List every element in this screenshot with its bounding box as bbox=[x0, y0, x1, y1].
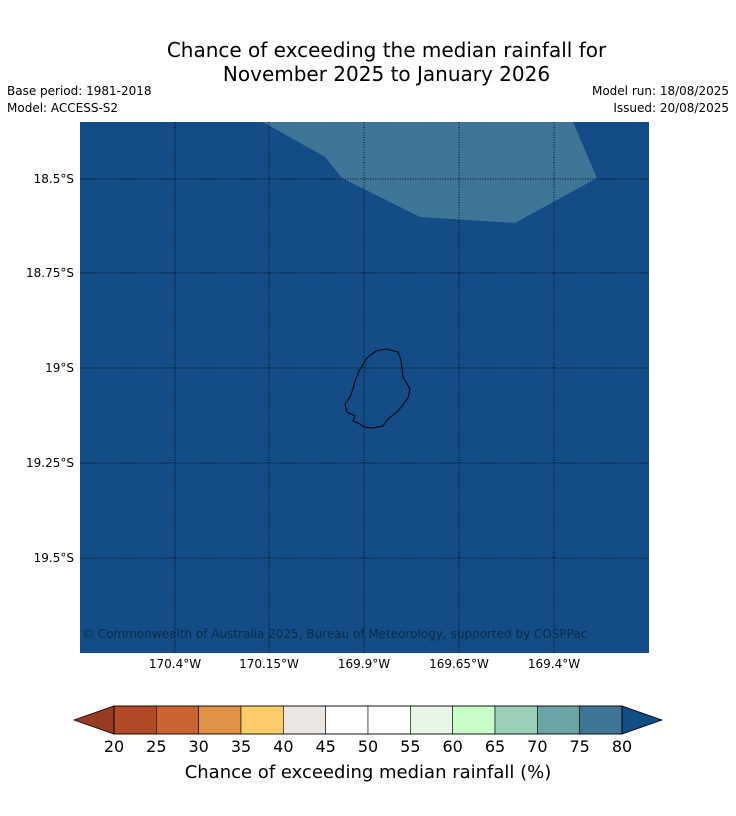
lon-label: 169.4°W bbox=[527, 657, 581, 671]
colorbar-box bbox=[156, 705, 199, 735]
island-coastline bbox=[344, 348, 411, 429]
colorbar-box bbox=[283, 705, 326, 735]
lon-label: 169.9°W bbox=[337, 657, 391, 671]
lon-label: 170.15°W bbox=[239, 657, 299, 671]
colorbar-box bbox=[410, 705, 453, 735]
map-canvas bbox=[80, 122, 649, 653]
colorbar-outline bbox=[113, 705, 623, 735]
model-run-text: Model run: 18/08/2025 bbox=[591, 84, 729, 98]
map-title: Chance of exceeding the median rainfall … bbox=[0, 38, 736, 86]
lon-label: 170.4°W bbox=[148, 657, 202, 671]
meta-left: Base period: 1981-2018 Model: ACCESS-S2 bbox=[7, 83, 152, 117]
lon-label: 169.65°W bbox=[429, 657, 489, 671]
issued-text: Issued: 20/08/2025 bbox=[613, 101, 729, 115]
colorbar-tick-label: 25 bbox=[146, 737, 167, 756]
title-line-2: November 2025 to January 2026 bbox=[222, 62, 551, 86]
colorbar-box bbox=[579, 705, 623, 735]
colorbar-tick-label: 55 bbox=[400, 737, 421, 756]
colorbar-tick-label: 30 bbox=[188, 737, 209, 756]
lat-label: 18.75°S bbox=[26, 266, 74, 280]
colorbar-tick-label: 75 bbox=[569, 737, 590, 756]
meta-right: Model run: 18/08/2025 Issued: 20/08/2025 bbox=[592, 83, 729, 117]
colorbar-box bbox=[240, 705, 284, 735]
colorbar-under-arrow bbox=[72, 705, 115, 735]
lat-label: 19°S bbox=[45, 361, 74, 375]
lat-label: 18.5°S bbox=[33, 172, 74, 186]
colorbar-box bbox=[367, 705, 411, 735]
colorbar-tick-label: 35 bbox=[230, 737, 252, 756]
colorbar-box bbox=[494, 705, 538, 735]
probability-patch-75-80 bbox=[263, 122, 597, 223]
colorbar-box bbox=[537, 705, 580, 735]
colorbar-tick-label: 20 bbox=[103, 737, 125, 756]
lat-label: 19.5°S bbox=[33, 551, 74, 565]
colorbar-tick-label: 60 bbox=[442, 737, 463, 756]
colorbar-tick-label: 80 bbox=[611, 737, 633, 756]
colorbar-tick-label: 70 bbox=[527, 737, 548, 756]
colorbar-box bbox=[198, 705, 242, 735]
colorbar-tick-label: 45 bbox=[315, 737, 336, 756]
map-panel[interactable]: © Commonwealth of Australia 2025, Bureau… bbox=[80, 122, 649, 653]
colorbar-box bbox=[452, 705, 496, 735]
title-line-1: Chance of exceeding the median rainfall … bbox=[166, 38, 607, 62]
colorbar bbox=[72, 705, 664, 735]
colorbar-tick-label: 65 bbox=[484, 737, 506, 756]
base-period-text: Base period: 1981-2018 bbox=[7, 84, 152, 98]
colorbar-over-arrow bbox=[621, 705, 664, 735]
colorbar-label: Chance of exceeding median rainfall (%) bbox=[184, 762, 552, 783]
gridlines bbox=[80, 122, 649, 653]
lat-label: 19.25°S bbox=[26, 456, 74, 470]
colorbar-box bbox=[113, 705, 157, 735]
colorbar-boxes bbox=[113, 705, 623, 735]
colorbar-tick-label: 40 bbox=[273, 737, 294, 756]
colorbar-box bbox=[325, 705, 369, 735]
colorbar-tick-label: 50 bbox=[357, 737, 379, 756]
copyright-text: © Commonwealth of Australia 2025, Bureau… bbox=[82, 627, 588, 641]
model-text: Model: ACCESS-S2 bbox=[7, 101, 119, 115]
